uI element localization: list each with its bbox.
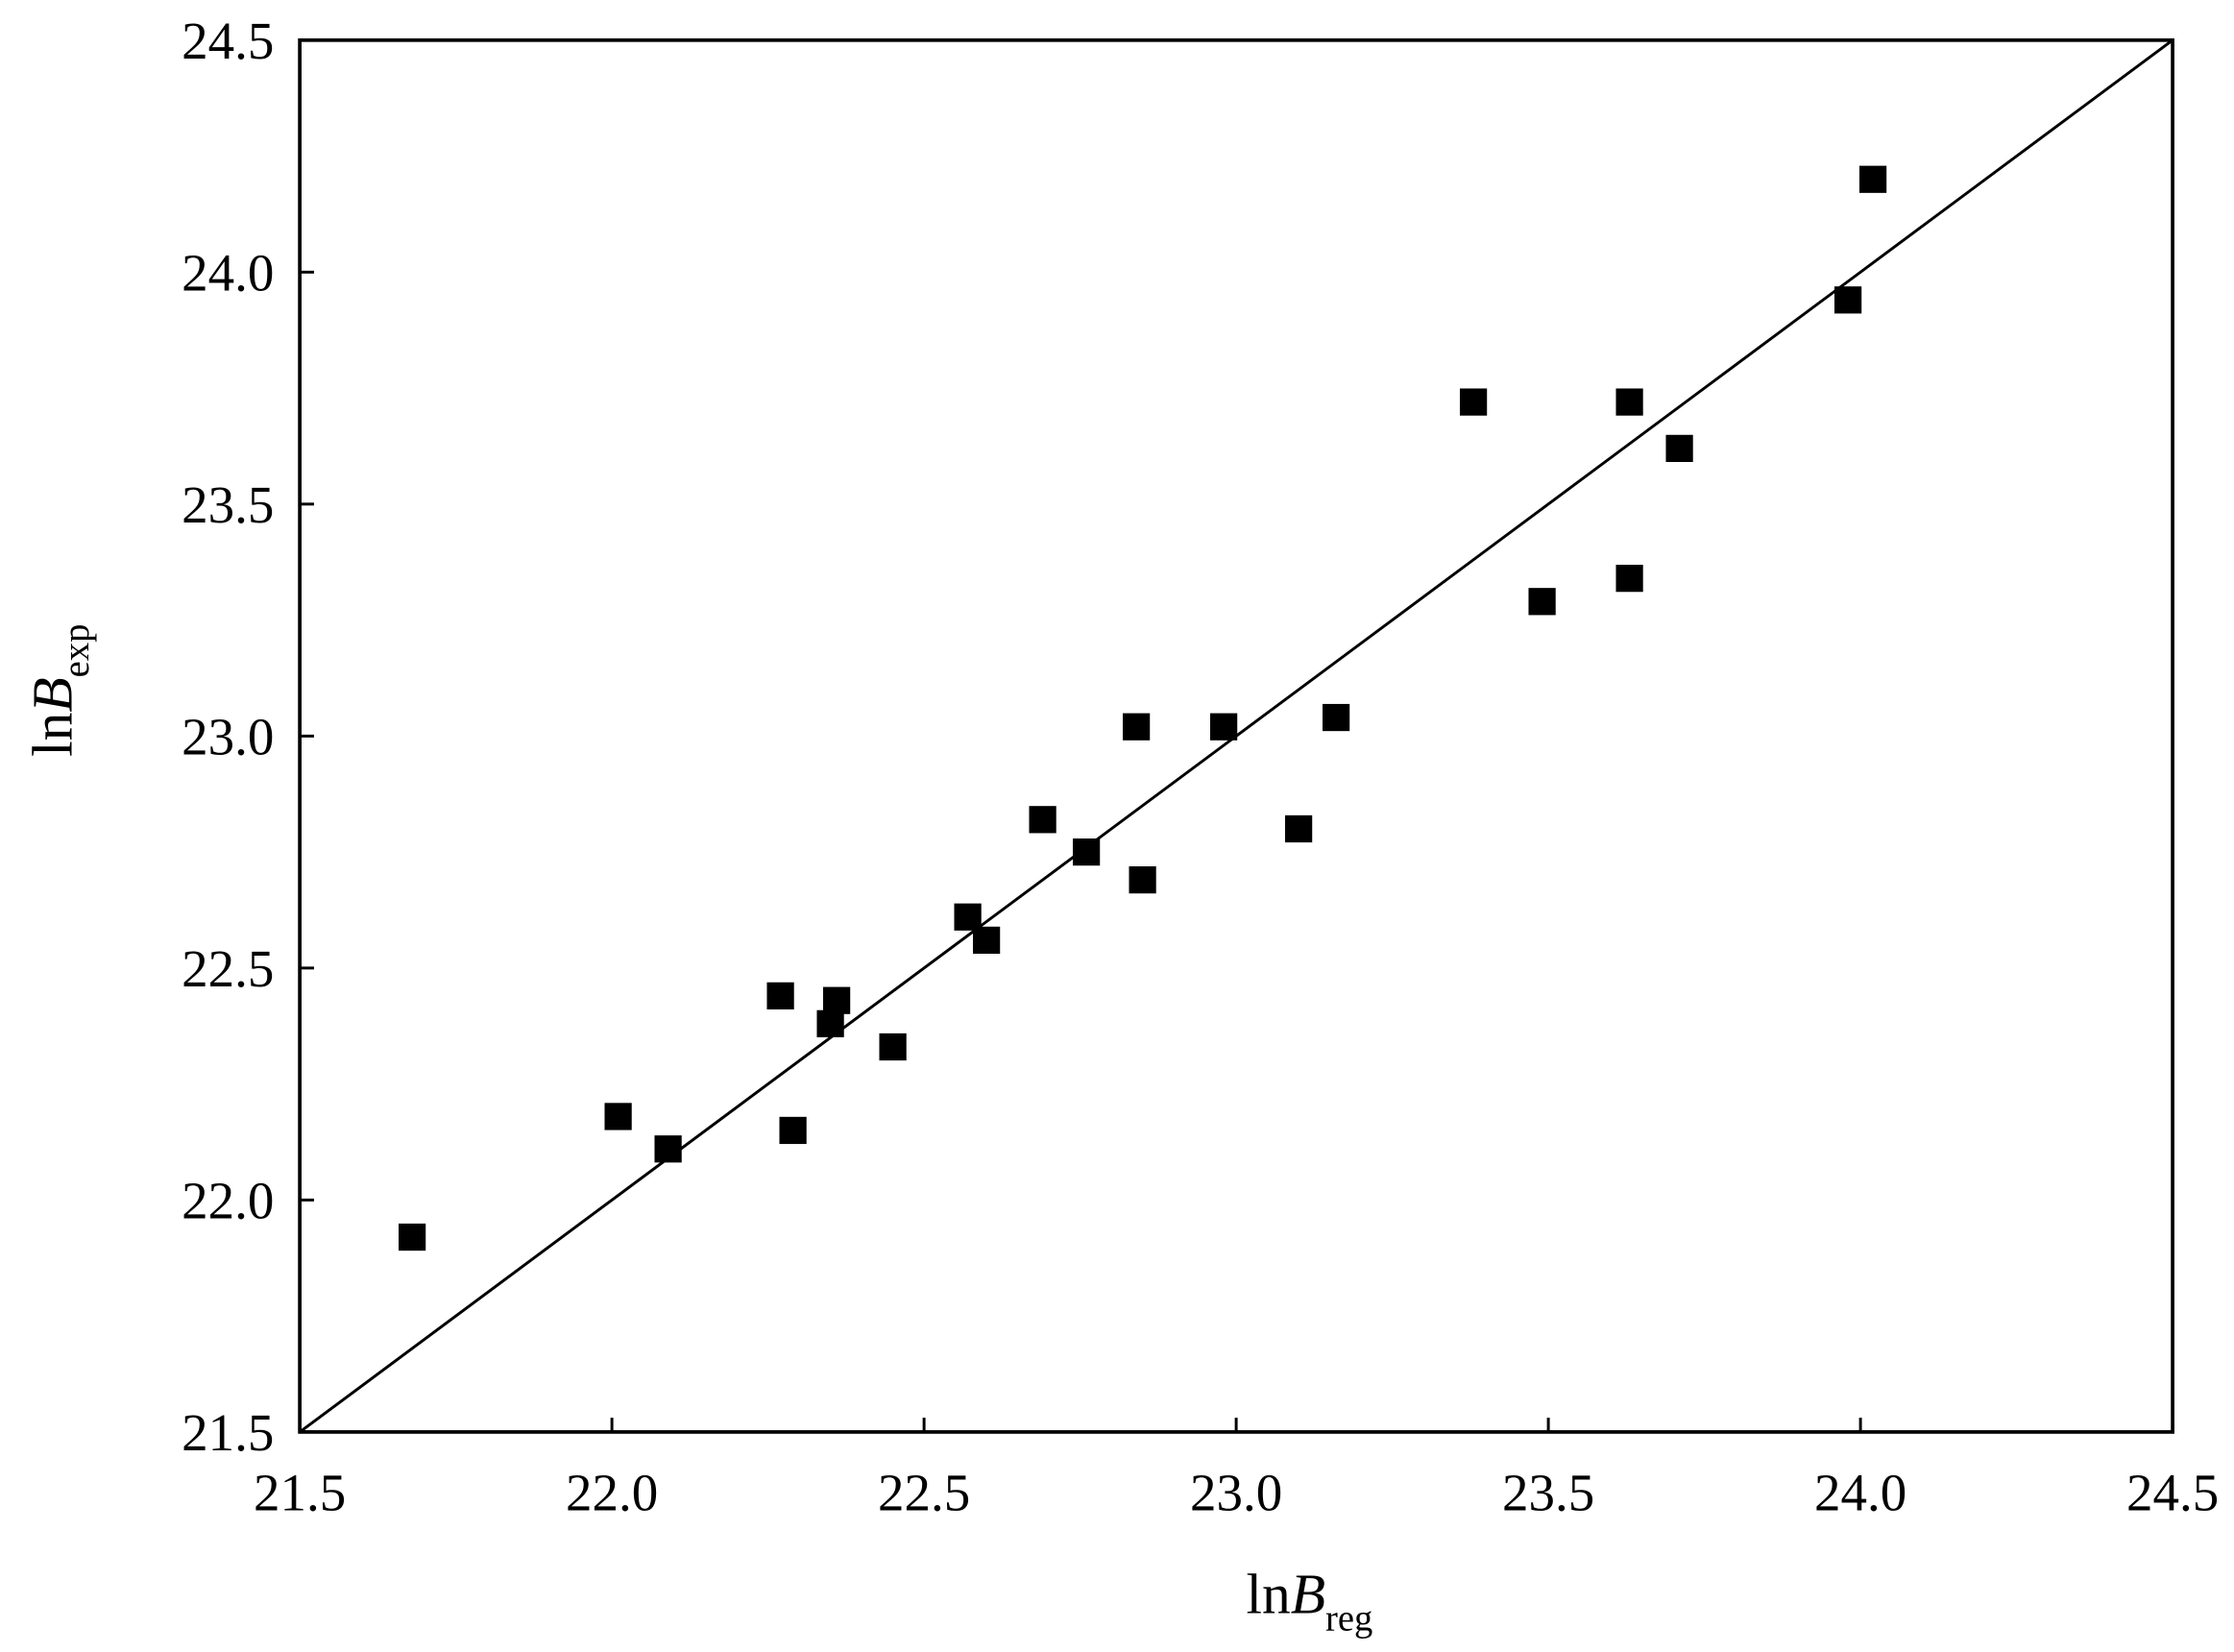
x-tick-label: 21.5 <box>254 1464 346 1522</box>
x-tick-label: 23.0 <box>1190 1464 1282 1522</box>
y-tick-label: 22.0 <box>182 1172 274 1230</box>
x-tick-label: 22.5 <box>878 1464 970 1522</box>
x-axis-ticks: 21.5 22.0 22.5 23.0 23.5 24.0 24.5 <box>254 1418 2219 1522</box>
data-point <box>766 982 794 1009</box>
x-tick-label: 24.5 <box>2126 1464 2219 1522</box>
data-points <box>398 165 1887 1251</box>
y-tick-label: 24.0 <box>182 244 274 303</box>
x-tick-label: 23.5 <box>1502 1464 1594 1522</box>
data-point <box>954 903 982 931</box>
data-point <box>654 1135 682 1163</box>
data-point <box>779 1116 807 1145</box>
data-point <box>1072 838 1101 866</box>
y-axis-ticks: 21.5 22.0 22.5 23.0 23.5 24.0 24.5 <box>182 12 314 1462</box>
y-tick-label: 23.5 <box>182 475 274 534</box>
y-tick-label: 24.5 <box>182 12 274 70</box>
x-tick-label: 24.0 <box>1814 1464 1906 1522</box>
data-point <box>1665 434 1693 463</box>
data-point <box>1459 388 1488 416</box>
data-point <box>879 1032 907 1061</box>
data-point <box>1284 814 1313 843</box>
y-axis-label: lnBexp <box>20 624 97 757</box>
plot-frame <box>298 37 2174 1434</box>
y-tick-label: 21.5 <box>182 1403 274 1462</box>
data-point <box>1129 865 1156 894</box>
data-point <box>816 1009 844 1037</box>
data-point <box>604 1103 632 1130</box>
y-tick-label: 23.0 <box>182 708 274 766</box>
data-point <box>398 1223 426 1251</box>
data-point <box>1833 286 1862 314</box>
x-tick-label: 22.0 <box>566 1464 658 1522</box>
data-point <box>972 926 1001 955</box>
data-point <box>1322 703 1350 732</box>
data-point <box>1209 713 1238 741</box>
y-tick-label: 22.5 <box>182 939 274 998</box>
data-point <box>1528 588 1556 616</box>
data-point <box>1615 388 1643 416</box>
x-axis-label: lnBreg <box>1247 1563 1373 1640</box>
data-point <box>1029 806 1056 834</box>
data-point <box>1615 565 1643 593</box>
data-point <box>1122 713 1151 741</box>
data-point <box>822 986 851 1014</box>
data-point <box>1858 165 1887 193</box>
